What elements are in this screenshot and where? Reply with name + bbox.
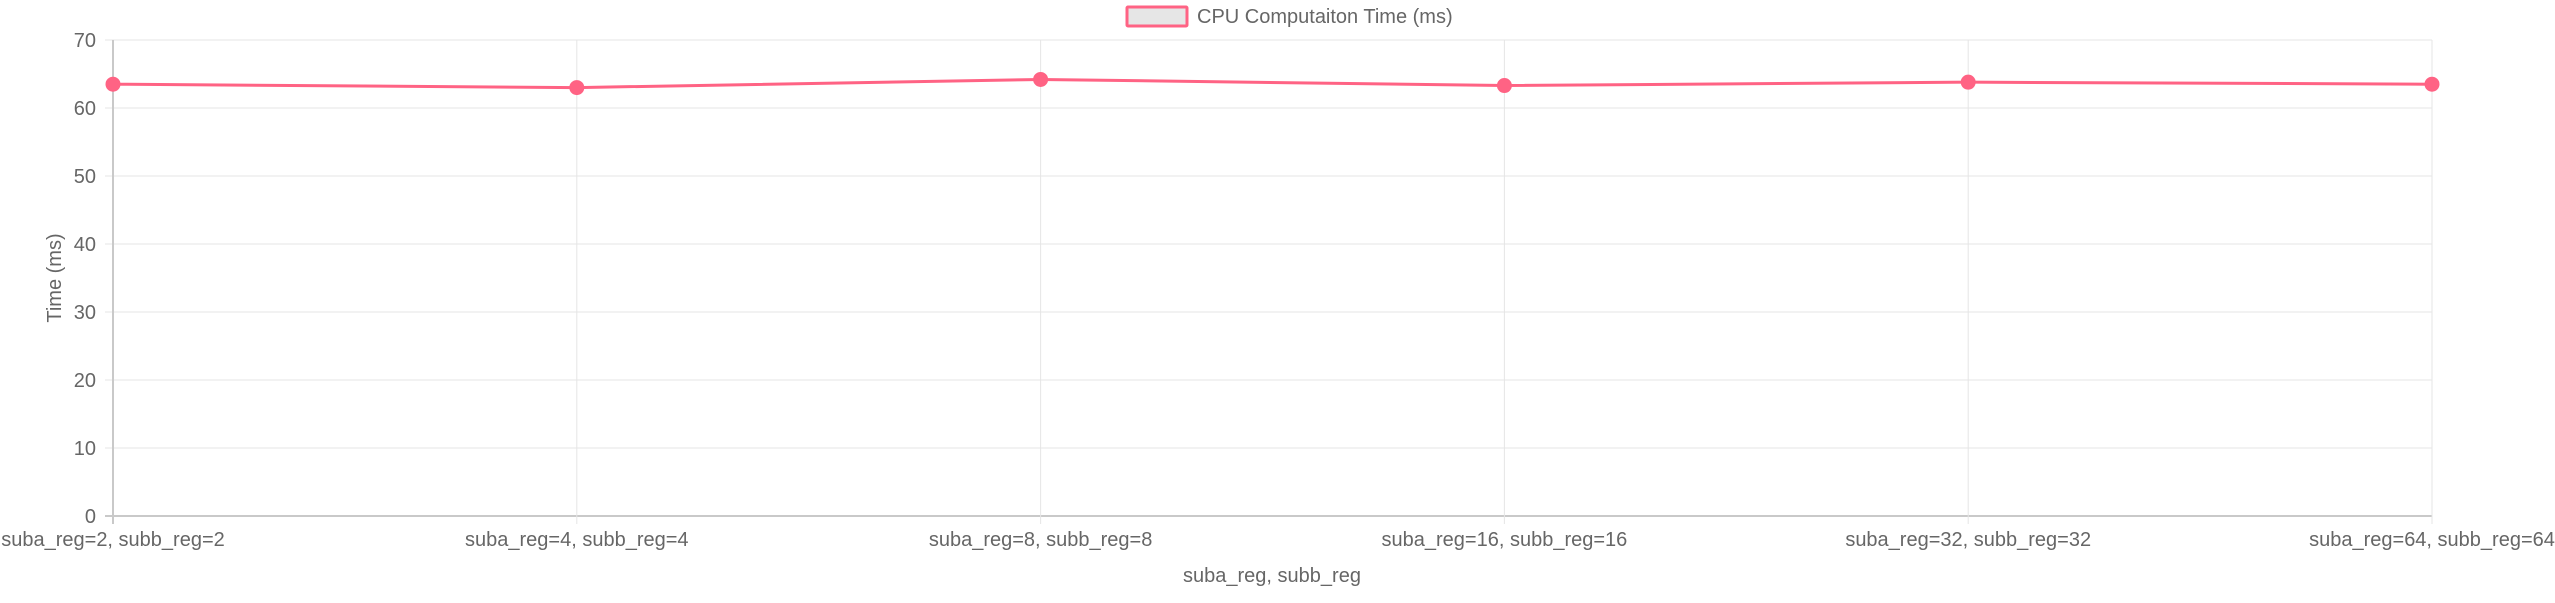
data-point[interactable] [1033,71,1049,87]
y-tick-label: 40 [74,234,96,256]
y-tick-label: 30 [74,302,96,324]
y-tick-label: 50 [74,166,96,188]
x-tick-label: suba_reg=2, subb_reg=2 [1,529,225,551]
data-point[interactable] [1496,78,1512,94]
series-layer [105,71,2440,96]
legend-swatch[interactable] [1125,5,1189,28]
y-tick-label: 0 [85,506,96,528]
x-tick-label: suba_reg=8, subb_reg=8 [929,529,1153,551]
axis-layer: 0 10 20 30 40 50 60 70 suba_reg=2, subb_reg=2 sub… [1,30,2555,551]
data-point[interactable] [1960,74,1976,90]
data-point[interactable] [105,76,121,92]
x-tick-label: suba_reg=16, subb_reg=16 [1382,529,1628,551]
x-tick-label: suba_reg=4, subb_reg=4 [465,529,689,551]
data-point[interactable] [569,80,585,96]
series-line [112,77,2433,90]
grid-layer [105,39,2433,524]
y-tick-label: 20 [74,370,96,392]
y-tick-label: 60 [74,98,96,120]
y-axis-title: Time (ms) [44,233,66,322]
data-point[interactable] [2424,76,2440,92]
legend-label[interactable]: CPU Computaiton Time (ms) [1197,6,1453,28]
x-tick-label: suba_reg=32, subb_reg=32 [1845,529,2091,551]
x-tick-label: suba_reg=64, subb_reg=64 [2309,529,2555,551]
x-axis-title: suba_reg, subb_reg [1183,565,1361,587]
legend[interactable]: CPU Computaiton Time (ms) [1125,5,1453,28]
y-tick-label: 10 [74,438,96,460]
y-tick-label: 70 [74,30,96,52]
